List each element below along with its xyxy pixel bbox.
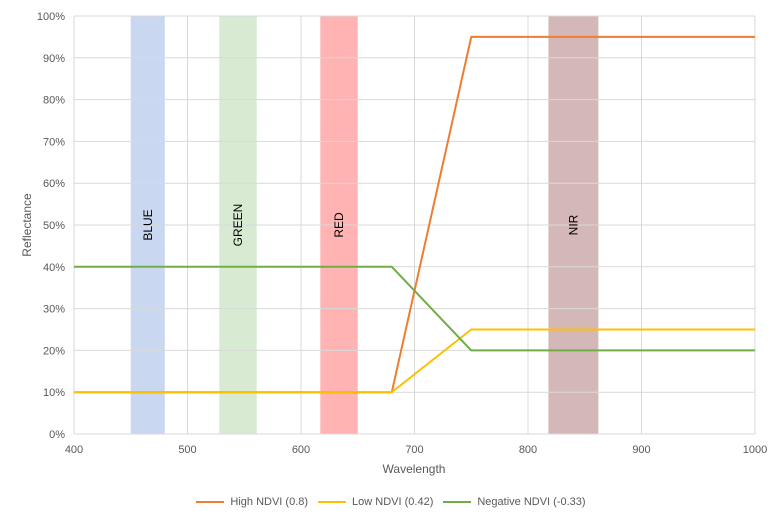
reflectance-chart: BLUE GREEN RED NIR 0% 10% 20% 30% 40% 50% 60% 70% 8… [20,11,767,476]
band-labels: BLUE GREEN RED NIR [141,204,581,247]
y-tick-label: 10% [43,387,65,399]
y-tick-label: 30% [43,304,65,316]
x-tick-label: 400 [65,444,83,456]
band-label-nir: NIR [566,214,580,235]
series-lines [74,35,755,394]
y-tick-label: 0% [49,429,65,441]
y-tick-label: 50% [43,220,65,232]
x-tick-label: 900 [632,444,650,456]
x-tick-label: 700 [405,444,423,456]
series-line-2 [74,328,755,394]
legend-item: Low NDVI (0.42) [318,496,433,508]
y-tick-label: 40% [43,262,65,274]
series-line-3 [74,265,755,352]
x-axis-title: Wavelength [383,462,446,476]
legend-swatch [196,501,225,503]
tick-labels: 0% 10% 20% 30% 40% 50% 60% 70% 80% 90% 100% 400 500 6… [37,11,767,456]
band-label-red: RED [332,212,346,238]
y-tick-label: 60% [43,178,65,190]
gridlines [73,15,756,435]
y-tick-label: 100% [37,11,65,23]
legend-swatch [318,501,347,503]
x-tick-label: 500 [178,444,196,456]
y-tick-label: 20% [43,345,65,357]
legend-swatch [443,501,472,503]
legend: High NDVI (0.8) Low NDVI (0.42) Negative N… [0,494,782,508]
y-tick-label: 70% [43,136,65,148]
legend-label: High NDVI (0.8) [230,496,309,508]
legend-label: Negative NDVI (-0.33) [477,496,586,508]
band-label-blue: BLUE [141,209,155,240]
y-tick-label: 80% [43,95,65,107]
legend-label: Low NDVI (0.42) [352,496,434,508]
y-axis-title: Reflectance [20,193,34,257]
x-tick-label: 1000 [743,444,767,456]
x-tick-label: 600 [292,444,310,456]
y-tick-label: 90% [43,53,65,65]
legend-item: High NDVI (0.8) [196,496,308,508]
x-tick-label: 800 [519,444,537,456]
band-label-green: GREEN [231,204,245,247]
legend-item: Negative NDVI (-0.33) [443,496,586,508]
